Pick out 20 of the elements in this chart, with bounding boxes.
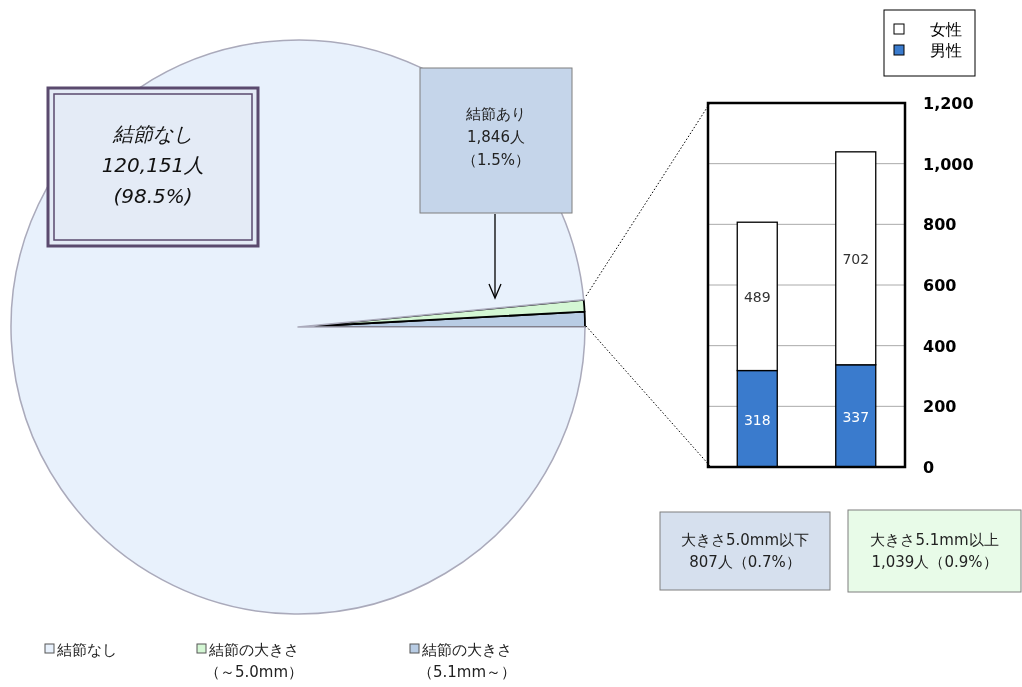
data-label: 489 [743, 289, 771, 306]
y-tick-label: 600 [923, 276, 957, 295]
y-tick-label: 400 [923, 336, 957, 356]
y-tick-label: 1,200 [923, 94, 974, 113]
legend-label: 女性 [930, 20, 962, 39]
text: 大きさ5.1mm以上 1,039人（0.9%） [870, 531, 999, 571]
y-tick-label: 800 [923, 215, 957, 235]
legend-label: 男性 [930, 41, 962, 60]
y-tick-label: 0 [923, 458, 935, 477]
legend-label: 結節の大きさ（5.1mm～） [417, 641, 517, 681]
text: 結節あり 1,846人（1.5%） [461, 105, 531, 169]
legend-label: 結節の大きさ（～5.0mm） [204, 641, 304, 681]
data-label: 337 [842, 408, 870, 425]
text: 大きさ5.0mm以下 807人（0.7%） [680, 531, 810, 571]
text: 結節なし 120,151人 (98.5%) [101, 122, 205, 208]
legend-label: 結節なし [56, 641, 117, 659]
data-label: 702 [842, 251, 870, 268]
y-tick-label: 200 [923, 397, 957, 417]
y-tick-label: 1,000 [923, 154, 974, 174]
data-label: 318 [743, 411, 771, 428]
